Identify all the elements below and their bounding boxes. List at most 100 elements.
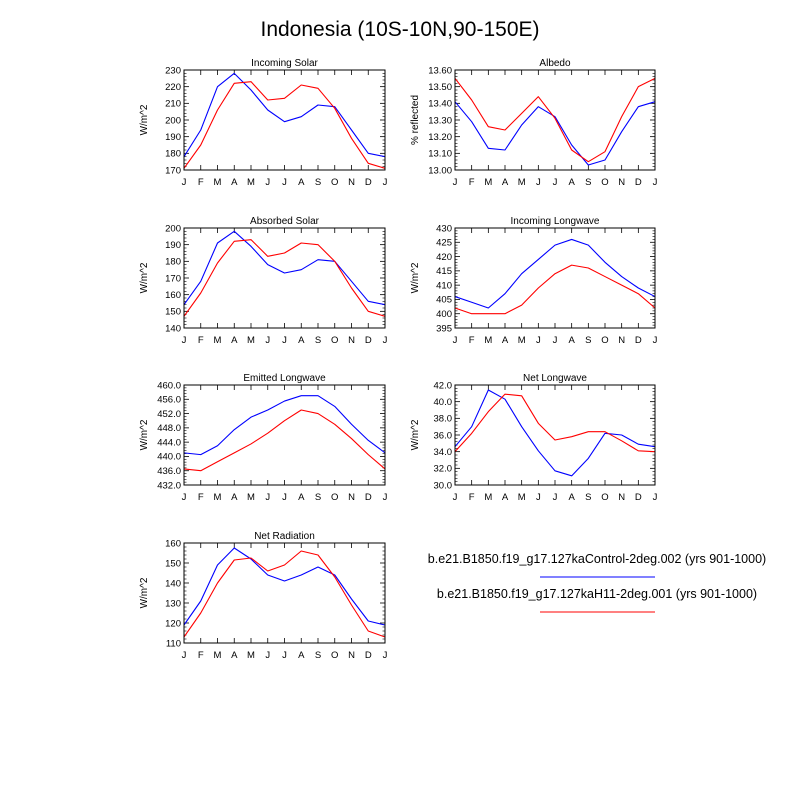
y-axis-label: W/m^2 (410, 262, 421, 293)
series-line-1 (183, 550, 386, 638)
y-tick-label: 13.50 (428, 82, 452, 93)
x-tick-label: J (653, 335, 658, 346)
y-tick-label: 190 (165, 240, 181, 251)
x-tick-label: A (502, 335, 509, 346)
plot-frame (183, 542, 386, 644)
x-tick-label: S (585, 335, 591, 346)
y-tick-label: 200 (165, 115, 181, 126)
x-tick-label: A (298, 335, 305, 346)
y-tick-label: 140 (165, 578, 181, 589)
x-tick-label: J (653, 177, 658, 188)
x-tick-label: M (247, 492, 255, 503)
x-tick-label: S (315, 492, 321, 503)
x-tick-label: J (383, 177, 388, 188)
x-tick-label: D (635, 177, 642, 188)
x-tick-label: M (214, 335, 222, 346)
legend-label-control: b.e21.B1850.f19_g17.127kaControl-2deg.00… (428, 552, 766, 566)
x-tick-label: J (453, 492, 458, 503)
x-tick-label: N (348, 335, 355, 346)
y-axis-label: W/m^2 (139, 104, 150, 135)
series-line-0 (454, 101, 656, 166)
y-tick-label: 440.0 (157, 452, 181, 463)
y-tick-label: 150 (165, 558, 181, 569)
x-tick-label: D (365, 335, 372, 346)
y-tick-label: 30.0 (434, 480, 453, 491)
y-tick-label: 13.00 (428, 165, 452, 176)
y-tick-label: 180 (165, 257, 181, 268)
x-tick-label: A (568, 177, 575, 188)
x-tick-label: D (635, 335, 642, 346)
x-tick-label: A (502, 177, 509, 188)
x-tick-label: J (182, 335, 187, 346)
x-tick-label: J (383, 492, 388, 503)
y-tick-label: 210 (165, 99, 181, 110)
y-tick-label: 130 (165, 598, 181, 609)
x-tick-label: D (365, 650, 372, 661)
y-tick-label: 456.0 (157, 395, 181, 406)
plot-frame (454, 69, 656, 171)
x-tick-label: N (618, 177, 625, 188)
x-tick-label: O (601, 177, 608, 188)
x-tick-label: J (182, 492, 187, 503)
y-tick-label: 230 (165, 65, 181, 76)
x-tick-label: J (265, 492, 270, 503)
series-line-0 (183, 395, 386, 456)
y-tick-label: 430 (436, 223, 452, 234)
series-line-0 (183, 547, 386, 626)
y-tick-label: 452.0 (157, 409, 181, 420)
series-line-1 (183, 81, 386, 169)
x-tick-label: M (247, 650, 255, 661)
y-tick-label: 34.0 (434, 447, 453, 458)
y-tick-label: 13.60 (428, 65, 452, 76)
x-tick-label: J (265, 177, 270, 188)
y-tick-label: 36.0 (434, 430, 453, 441)
x-tick-label: M (247, 177, 255, 188)
x-tick-label: J (282, 492, 287, 503)
x-tick-label: J (553, 177, 558, 188)
y-tick-label: 160 (165, 290, 181, 301)
series-line-0 (454, 389, 656, 477)
x-tick-label: M (214, 177, 222, 188)
x-tick-label: M (518, 335, 526, 346)
x-tick-label: O (331, 335, 338, 346)
x-tick-label: A (568, 335, 575, 346)
panel-2: Absorbed Solar W/m^2 140 150 160 170 180 190 200… (139, 216, 388, 346)
x-tick-label: O (331, 650, 338, 661)
y-tick-label: 110 (166, 638, 181, 649)
y-axis-label: W/m^2 (139, 577, 150, 608)
x-tick-label: S (585, 492, 591, 503)
y-tick-label: 410 (436, 280, 452, 291)
x-tick-label: M (214, 650, 222, 661)
x-tick-label: J (282, 650, 287, 661)
y-tick-label: 432.0 (157, 480, 181, 491)
x-tick-label: J (536, 492, 541, 503)
plot-frame (454, 227, 656, 329)
y-tick-label: 32.0 (434, 464, 453, 475)
x-tick-label: M (214, 492, 222, 503)
x-tick-label: D (365, 177, 372, 188)
x-tick-label: A (298, 177, 305, 188)
y-tick-label: 200 (165, 223, 181, 234)
plot-frame (183, 384, 386, 486)
x-tick-label: J (553, 492, 558, 503)
x-tick-label: A (231, 492, 238, 503)
x-tick-label: N (348, 492, 355, 503)
y-tick-label: 220 (165, 82, 181, 93)
x-tick-label: N (618, 492, 625, 503)
panel-title: Emitted Longwave (243, 373, 326, 384)
x-tick-label: S (315, 177, 321, 188)
plot-frame (454, 384, 656, 486)
x-tick-label: F (469, 335, 475, 346)
x-tick-label: F (469, 492, 475, 503)
x-tick-label: J (453, 177, 458, 188)
x-tick-label: O (331, 492, 338, 503)
x-tick-label: O (601, 492, 608, 503)
panel-title: Absorbed Solar (250, 216, 320, 227)
y-tick-label: 170 (165, 273, 181, 284)
panel-4: Emitted Longwave W/m^2 432.0 436.0 440.0 444.… (139, 373, 388, 503)
series-line-0 (454, 238, 656, 309)
x-tick-label: J (536, 177, 541, 188)
series-line-0 (183, 72, 386, 158)
x-tick-label: M (484, 335, 492, 346)
